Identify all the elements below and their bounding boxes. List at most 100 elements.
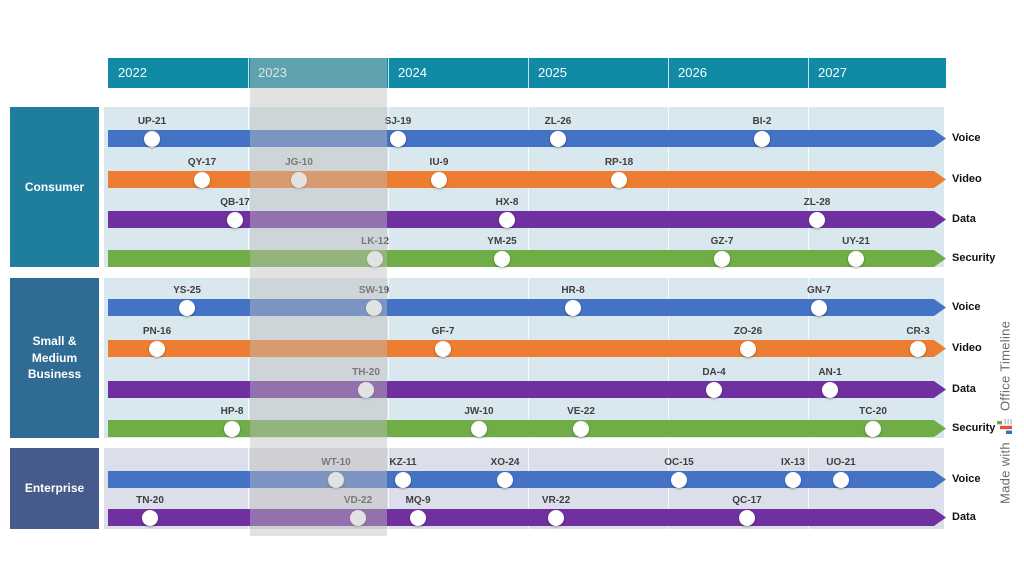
lane-gridline <box>248 448 249 529</box>
milestone-marker <box>550 130 566 147</box>
year-separator <box>668 58 669 88</box>
milestone-label: BI-2 <box>752 116 772 127</box>
timeline-header <box>108 58 946 88</box>
row-label-security: Security <box>952 422 996 434</box>
timeline-bar-video <box>108 171 946 188</box>
milestone-label: GF-7 <box>431 326 455 337</box>
milestone-label: KZ-11 <box>389 457 417 468</box>
milestone-marker <box>739 509 755 526</box>
milestone-marker <box>910 340 926 357</box>
watermark-made-with: Made with <box>997 441 1013 504</box>
milestone-label: UY-21 <box>842 236 870 247</box>
milestone-label: MQ-9 <box>405 495 431 506</box>
milestone-marker <box>328 471 344 488</box>
row-label-voice: Voice <box>952 473 981 485</box>
watermark-brand: Office Timeline <box>997 320 1013 411</box>
milestone-marker <box>809 211 825 228</box>
milestone-label: LK-12 <box>361 236 389 247</box>
row-label-security: Security <box>952 252 996 264</box>
milestone-marker <box>754 130 770 147</box>
milestone-marker <box>740 340 756 357</box>
milestone-marker <box>431 171 447 188</box>
milestone-marker <box>865 420 881 437</box>
milestone-marker <box>179 299 195 316</box>
row-label-data: Data <box>952 213 976 225</box>
lane-gridline <box>808 278 809 438</box>
milestone-label: ZO-26 <box>733 326 763 337</box>
timeline-bar-voice <box>108 471 946 488</box>
timeline-bar-video <box>108 340 946 357</box>
milestone-marker <box>706 381 722 398</box>
timeline-bar-data <box>108 211 946 228</box>
milestone-marker <box>149 340 165 357</box>
milestone-label: XO-24 <box>490 457 520 468</box>
milestone-label: AN-1 <box>818 367 842 378</box>
milestone-label: QC-17 <box>732 495 762 506</box>
milestone-marker <box>410 509 426 526</box>
milestone-label: HP-8 <box>220 406 244 417</box>
milestone-marker <box>227 211 243 228</box>
milestone-marker <box>395 471 411 488</box>
timeline-bar-voice <box>108 299 946 316</box>
lane-gridline <box>808 448 809 529</box>
milestone-label: WT-10 <box>321 457 351 468</box>
timeline-bar-data <box>108 509 946 526</box>
milestone-marker <box>573 420 589 437</box>
milestone-marker <box>671 471 687 488</box>
lane-gridline <box>668 278 669 438</box>
year-label: 2025 <box>538 65 567 80</box>
milestone-marker <box>471 420 487 437</box>
milestone-label: OC-15 <box>664 457 694 468</box>
watermark: Made with Office Timeline <box>990 296 1020 528</box>
milestone-label: IU-9 <box>429 157 449 168</box>
year-separator <box>388 58 389 88</box>
milestone-label: YS-25 <box>173 285 201 296</box>
milestone-marker <box>194 171 210 188</box>
milestone-label: SW-19 <box>358 285 390 296</box>
milestone-label: ZL-28 <box>803 197 831 208</box>
year-separator <box>528 58 529 88</box>
milestone-marker <box>565 299 581 316</box>
milestone-marker <box>785 471 801 488</box>
lane-label-small-medium-business: Small & Medium Business <box>10 278 99 438</box>
milestone-label: HR-8 <box>561 285 585 296</box>
milestone-label: TC-20 <box>859 406 887 417</box>
row-label-voice: Voice <box>952 301 981 313</box>
milestone-marker <box>435 340 451 357</box>
milestone-label: RP-18 <box>604 157 634 168</box>
milestone-label: VE-22 <box>567 406 595 417</box>
milestone-marker <box>390 130 406 147</box>
row-label-video: Video <box>952 342 982 354</box>
lane-gridline <box>528 278 529 438</box>
milestone-label: VR-22 <box>541 495 571 506</box>
milestone-label: UP-21 <box>137 116 167 127</box>
milestone-marker <box>499 211 515 228</box>
milestone-marker <box>548 509 564 526</box>
milestone-label: UO-21 <box>826 457 856 468</box>
milestone-label: ZL-26 <box>544 116 572 127</box>
milestone-marker <box>142 509 158 526</box>
milestone-label: JW-10 <box>464 406 494 417</box>
lane-gridline <box>388 278 389 438</box>
milestone-marker <box>714 250 730 267</box>
milestone-marker <box>144 130 160 147</box>
milestone-label: SJ-19 <box>384 116 412 127</box>
milestone-label: GZ-7 <box>710 236 734 247</box>
timeline-bar-voice <box>108 130 946 147</box>
milestone-marker <box>497 471 513 488</box>
milestone-marker <box>833 471 849 488</box>
year-label: 2023 <box>258 65 287 80</box>
office-timeline-logo-icon <box>996 417 1014 435</box>
row-label-data: Data <box>952 511 976 523</box>
milestone-label: VD-22 <box>343 495 373 506</box>
lane-gridline <box>528 448 529 529</box>
timeline-bar-data <box>108 381 946 398</box>
year-label: 2026 <box>678 65 707 80</box>
timeline-bar-security <box>108 420 946 437</box>
milestone-marker <box>848 250 864 267</box>
milestone-marker <box>366 299 382 316</box>
lane-gridline <box>388 448 389 529</box>
milestone-marker <box>611 171 627 188</box>
milestone-marker <box>367 250 383 267</box>
